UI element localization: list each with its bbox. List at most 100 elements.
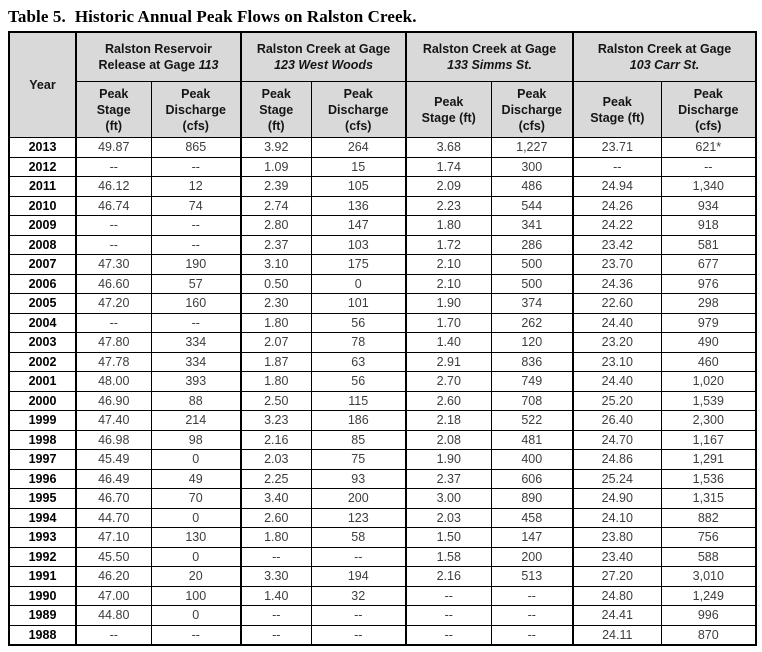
group-header-line2: 103 Carr St. [629,58,700,72]
value-cell: 2.30 [240,293,312,314]
value-cell: 500 [490,273,574,294]
value-cell: 2.03 [240,449,312,470]
value-cell: 45.49 [75,449,152,470]
group-header-line2: Release at Gage 113 [98,58,219,72]
value-cell: -- [150,312,242,333]
value-cell: 160 [150,293,242,314]
value-cell: 46.70 [75,488,152,509]
year-cell: 1990 [8,585,77,606]
value-cell: 85 [310,429,407,450]
table-row: 2007 47.30 190 3.10 175 2.10 500 23.70 677 [8,254,757,275]
value-cell: 522 [490,410,574,431]
value-cell: 1.40 [405,332,492,353]
value-cell: 2.37 [405,468,492,489]
value-cell: 24.40 [572,312,662,333]
value-cell: 46.60 [75,273,152,294]
value-cell: 500 [490,254,574,275]
value-cell: 120 [490,332,574,353]
group-header-line2: 123 West Woods [274,58,373,72]
value-cell: -- [490,605,574,626]
table-row: 1993 47.10 130 1.80 58 1.50 147 23.80 756 [8,527,757,548]
value-cell: -- [75,234,152,255]
value-cell: 1.40 [240,585,312,606]
table-row: 1999 47.40 214 3.23 186 2.18 522 26.40 2,300 [8,410,757,431]
value-cell: 147 [490,527,574,548]
value-cell: 2.16 [405,566,492,587]
group-header-line1: Ralston Creek at Gage [422,41,557,56]
value-cell: 98 [150,429,242,450]
value-cell: 870 [660,624,757,646]
value-cell: 49 [150,468,242,489]
year-cell: 1997 [8,449,77,470]
value-cell: 836 [490,351,574,372]
value-cell: 756 [660,527,757,548]
value-cell: 46.20 [75,566,152,587]
value-cell: 486 [490,176,574,197]
value-cell: 186 [310,410,407,431]
value-cell: 1.80 [240,371,312,392]
value-cell: 2.91 [405,351,492,372]
value-cell: 24.36 [572,273,662,294]
value-cell: 20 [150,566,242,587]
table-row: 2008 -- -- 2.37 103 1.72 286 23.42 581 [8,234,757,255]
table-row: 2006 46.60 57 0.50 0 2.10 500 24.36 976 [8,273,757,294]
value-cell: 606 [490,468,574,489]
value-cell: 300 [490,156,574,177]
value-cell: 24.40 [572,371,662,392]
year-cell: 2002 [8,351,77,372]
year-cell: 2011 [8,176,77,197]
year-cell: 1993 [8,527,77,548]
value-cell: 58 [310,527,407,548]
value-cell: 2.10 [405,273,492,294]
value-cell: 581 [660,234,757,255]
group-header-line1: Ralston Creek at Gage [597,41,732,56]
value-cell: 3,010 [660,566,757,587]
value-cell: 286 [490,234,574,255]
value-cell: 115 [310,390,407,411]
value-cell: 749 [490,371,574,392]
table-row: 2012 -- -- 1.09 15 1.74 300 -- -- [8,156,757,177]
group-header-line2: 133 Simms St. [447,58,532,72]
value-cell: 1.58 [405,546,492,567]
value-cell: 458 [490,507,574,528]
value-cell: 3.40 [240,488,312,509]
value-cell: 47.20 [75,293,152,314]
table-row: 1994 44.70 0 2.60 123 2.03 458 24.10 882 [8,507,757,528]
value-cell: 934 [660,195,757,216]
value-cell: 47.30 [75,254,152,275]
value-cell: 1,167 [660,429,757,450]
value-cell: 1.80 [405,215,492,236]
value-cell: 976 [660,273,757,294]
value-cell: 48.00 [75,371,152,392]
value-cell: 0 [150,605,242,626]
value-cell: -- [75,215,152,236]
value-cell: 3.00 [405,488,492,509]
value-cell: 105 [310,176,407,197]
value-cell: 47.80 [75,332,152,353]
value-cell: 25.24 [572,468,662,489]
value-cell: 93 [310,468,407,489]
value-cell: 24.80 [572,585,662,606]
year-cell: 2008 [8,234,77,255]
year-cell: 1999 [8,410,77,431]
value-cell: 175 [310,254,407,275]
value-cell: -- [490,624,574,646]
group-header-gage-103: Ralston Creek at Gage 103 Carr St. [572,31,757,82]
value-cell: 22.60 [572,293,662,314]
table-row: 2001 48.00 393 1.80 56 2.70 749 24.40 1,020 [8,371,757,392]
value-cell: 23.40 [572,546,662,567]
value-cell: 44.80 [75,605,152,626]
year-column-header: Year [8,31,77,138]
value-cell: 3.68 [405,137,492,158]
value-cell: 45.50 [75,546,152,567]
value-cell: 23.42 [572,234,662,255]
value-cell: 47.10 [75,527,152,548]
value-cell: 88 [150,390,242,411]
year-cell: 2009 [8,215,77,236]
value-cell: 1,291 [660,449,757,470]
value-cell: 2.08 [405,429,492,450]
value-cell: 2.70 [405,371,492,392]
value-cell: 621* [660,137,757,158]
value-cell: 334 [150,351,242,372]
subheader-peak-stage-133: Peak Stage (ft) [405,81,492,138]
